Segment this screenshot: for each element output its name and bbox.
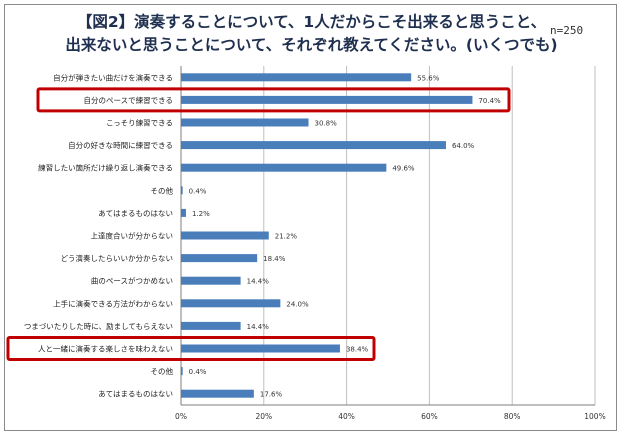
bar — [181, 231, 269, 240]
bar — [181, 186, 183, 195]
bar — [181, 344, 340, 353]
data-label: 14.4% — [247, 278, 270, 286]
bar — [181, 163, 387, 172]
category-label: その他 — [151, 366, 174, 376]
category-label: 上達度合いが分からない — [91, 231, 174, 241]
data-label: 64.0% — [452, 142, 475, 150]
category-label: つまづいたりした時に、励ましてもらえない — [24, 322, 173, 331]
highlight-box — [36, 87, 511, 113]
x-tick-label: 60% — [421, 412, 438, 421]
category-label: 人と一緒に演奏する楽しさを味わえない — [38, 344, 173, 354]
chart-title-line2: 出来ないと思うことについて、それぞれ教えてください。(いくつでも) — [65, 36, 558, 54]
data-label: 1.2% — [192, 210, 210, 218]
category-label: 自分が弾きたい曲だけを演奏できる — [53, 72, 173, 82]
x-tick-label: 40% — [338, 412, 355, 421]
sample-size-note: n=250 — [550, 24, 584, 37]
bar — [181, 95, 473, 104]
data-label: 70.4% — [478, 97, 501, 105]
category-label: 自分のペースで練習できる — [84, 95, 173, 105]
category-label: 練習したい箇所だけ繰り返し演奏できる — [38, 163, 173, 173]
category-label: 曲のペースがつかめない — [91, 276, 173, 286]
data-label: 17.6% — [260, 391, 283, 399]
data-label: 21.2% — [275, 233, 298, 241]
data-label: 0.4% — [189, 187, 207, 195]
bar — [181, 118, 309, 127]
bar — [181, 367, 183, 376]
category-label: 自分の好きな時間に練習できる — [68, 140, 173, 150]
x-tick-label: 20% — [255, 412, 272, 421]
category-label: どう演奏したらいいか分からない — [61, 253, 174, 263]
category-label: あてはまるものはない — [98, 209, 173, 218]
bar — [181, 254, 258, 263]
bar — [181, 73, 412, 82]
x-tick-label: 80% — [504, 412, 521, 421]
category-label: こっそり練習できる — [106, 118, 173, 128]
chart-frame — [4, 4, 617, 431]
data-label: 0.4% — [189, 368, 207, 376]
category-label: その他 — [151, 185, 174, 195]
data-label: 24.0% — [286, 300, 309, 308]
data-label: 30.8% — [315, 120, 338, 128]
data-label: 49.6% — [392, 165, 415, 173]
x-tick-label: 100% — [584, 412, 605, 421]
data-label: 18.4% — [263, 255, 286, 263]
data-label: 55.6% — [417, 74, 440, 82]
category-label: あてはまるものはない — [98, 390, 173, 399]
bar — [181, 208, 186, 217]
x-tick-label: 0% — [175, 412, 187, 421]
data-label: 14.4% — [247, 323, 270, 331]
chart-title-line1: 【図2】演奏することについて、1人だからこそ出来ると思うこと、 — [76, 13, 547, 31]
highlight-box — [6, 336, 376, 361]
bar — [181, 141, 446, 150]
bar — [181, 276, 241, 285]
category-label: 上手に演奏できる方法がわからない — [53, 298, 173, 308]
bar — [181, 321, 241, 330]
bar — [181, 299, 281, 308]
data-label: 38.4% — [346, 346, 369, 354]
bar — [181, 389, 254, 398]
